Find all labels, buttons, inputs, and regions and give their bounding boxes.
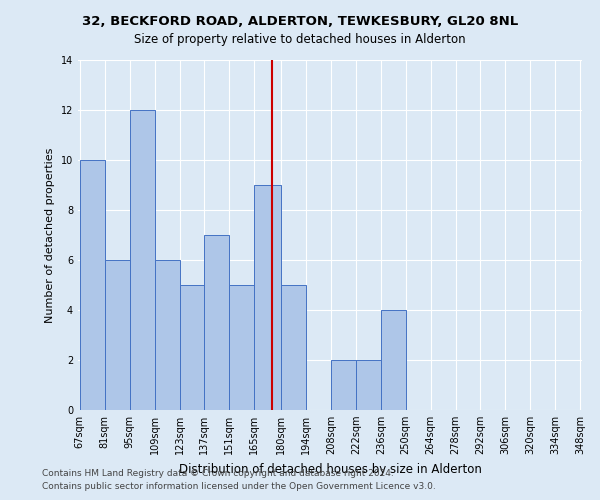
Bar xyxy=(356,360,381,410)
Text: Contains HM Land Registry data © Crown copyright and database right 2024.: Contains HM Land Registry data © Crown c… xyxy=(42,468,394,477)
Bar xyxy=(105,260,130,410)
Bar xyxy=(254,185,281,410)
Text: 32 BECKFORD ROAD: 175sqm
← 78% of detached houses are smaller (57)
22% of semi-d: 32 BECKFORD ROAD: 175sqm ← 78% of detach… xyxy=(0,499,1,500)
Text: 32, BECKFORD ROAD, ALDERTON, TEWKESBURY, GL20 8NL: 32, BECKFORD ROAD, ALDERTON, TEWKESBURY,… xyxy=(82,15,518,28)
Bar xyxy=(179,285,205,410)
Bar xyxy=(229,285,254,410)
Y-axis label: Number of detached properties: Number of detached properties xyxy=(45,148,55,322)
Bar xyxy=(331,360,356,410)
Bar xyxy=(281,285,306,410)
Bar xyxy=(80,160,105,410)
Text: Contains public sector information licensed under the Open Government Licence v3: Contains public sector information licen… xyxy=(42,482,436,491)
Bar xyxy=(381,310,406,410)
Bar xyxy=(155,260,179,410)
X-axis label: Distribution of detached houses by size in Alderton: Distribution of detached houses by size … xyxy=(179,462,481,475)
Bar xyxy=(130,110,155,410)
Bar xyxy=(205,235,229,410)
Text: Size of property relative to detached houses in Alderton: Size of property relative to detached ho… xyxy=(134,32,466,46)
